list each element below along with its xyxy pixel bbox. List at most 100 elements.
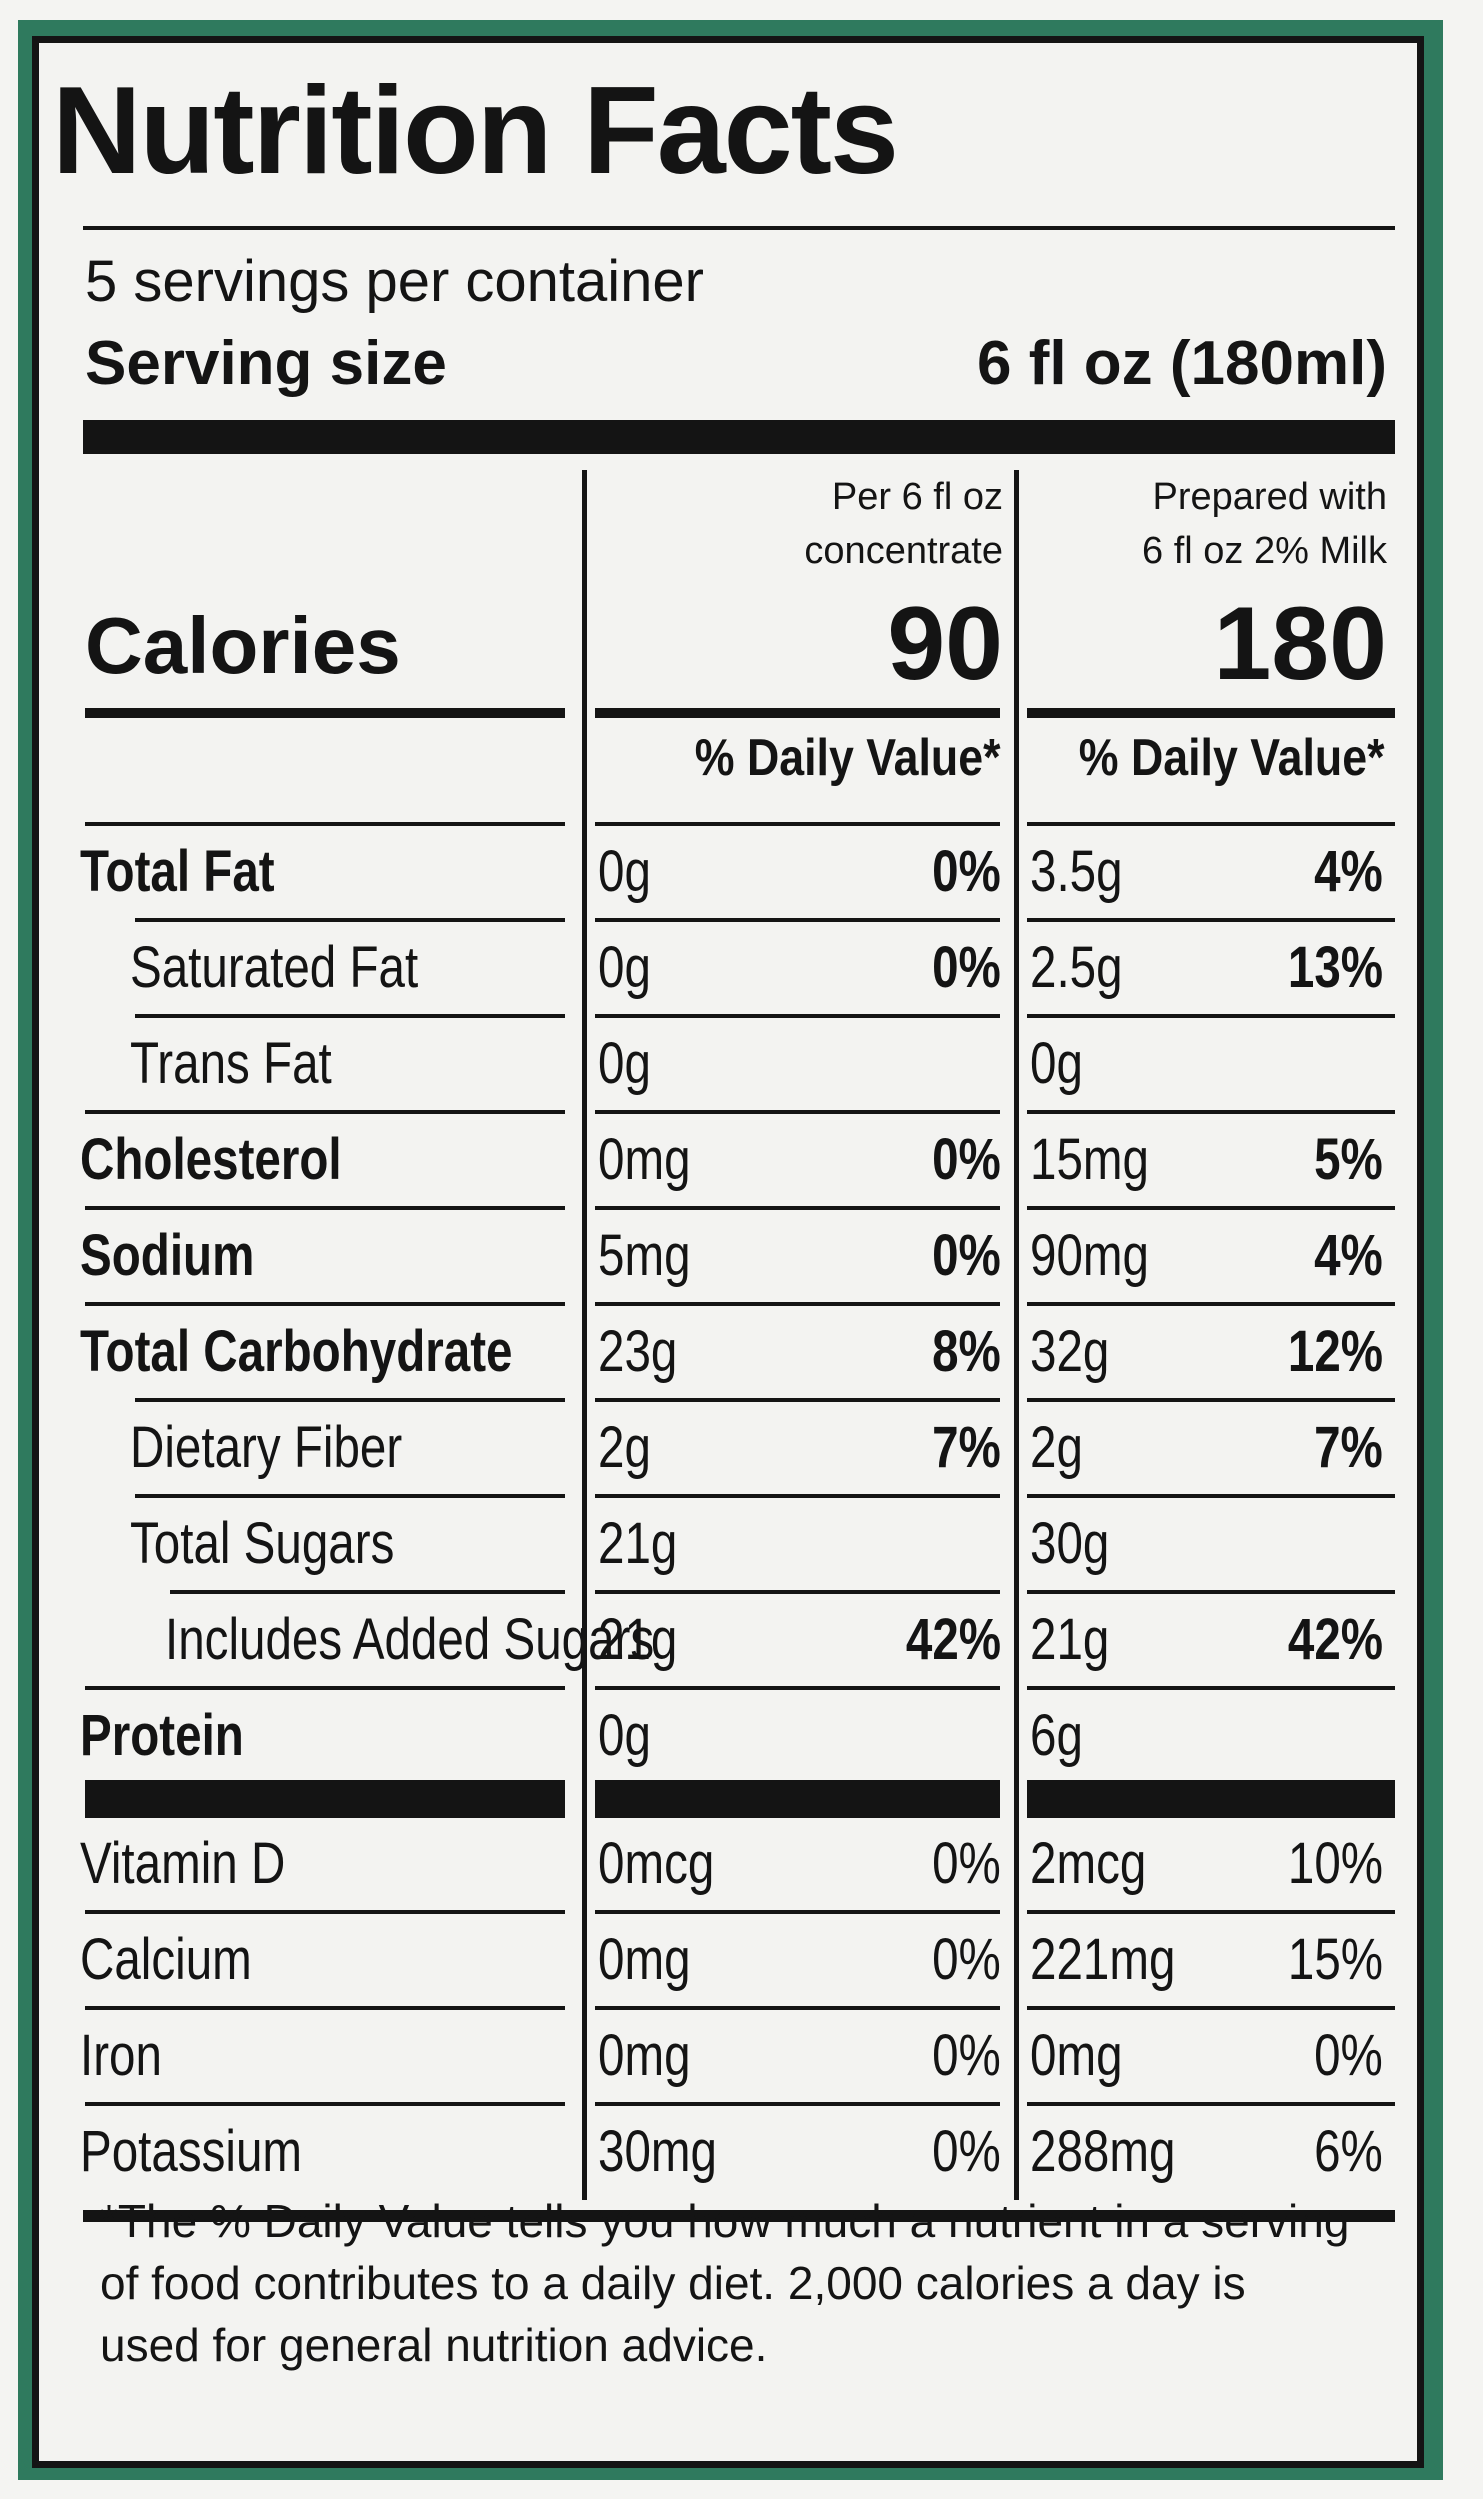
row-rule-label [85, 2102, 565, 2106]
title-rule [83, 226, 1395, 230]
row-rule-col1 [595, 918, 1000, 922]
row-rule-label [135, 918, 565, 922]
column-header-line2: 6 fl oz 2% Milk [1142, 530, 1387, 572]
percent-concentrate: 0% [932, 1927, 1001, 1992]
row-rule-label [85, 1206, 565, 1210]
percent-concentrate: 0% [932, 1223, 1001, 1288]
vitamin-divider-bar-label [85, 1780, 565, 1814]
row-rule-col1 [595, 822, 1000, 826]
row-rule-col1 [595, 1494, 1000, 1498]
daily-value-footnote: *The % Daily Value tells you how much a … [100, 2195, 1350, 2371]
amount-concentrate: 30mg [598, 2119, 717, 2184]
amount-prepared: 2.5g [1030, 935, 1123, 1000]
percent-prepared: 15% [1287, 1927, 1383, 1992]
amount-concentrate: 0g [598, 935, 651, 1000]
row-rule-col2 [1027, 2102, 1395, 2106]
nutrient-label: Saturated Fat [130, 935, 419, 1000]
amount-concentrate: 0g [598, 1031, 651, 1096]
amount-concentrate: 21g [598, 1511, 678, 1576]
daily-value-header-concentrate: % Daily Value* [695, 729, 1001, 787]
nutrient-label: Iron [80, 2023, 162, 2088]
row-rule-col1 [595, 1110, 1000, 1114]
amount-prepared: 0g [1030, 1031, 1083, 1096]
percent-prepared: 12% [1287, 1319, 1383, 1384]
percent-prepared: 42% [1287, 1607, 1383, 1672]
row-rule-col1 [595, 1302, 1000, 1306]
nutrient-label: Total Fat [80, 839, 275, 904]
percent-concentrate: 0% [932, 1127, 1001, 1192]
amount-prepared: 221mg [1030, 1927, 1176, 1992]
row-rule-col2 [1027, 1910, 1395, 1914]
daily-value-header-prepared: % Daily Value* [1079, 729, 1385, 787]
amount-concentrate: 0g [598, 839, 651, 904]
row-rule-col2 [1027, 918, 1395, 922]
amount-concentrate: 2g [598, 1415, 651, 1480]
table-bottom-rule [83, 2210, 1395, 2222]
row-rule-label [85, 1686, 565, 1690]
amount-prepared: 15mg [1030, 1127, 1149, 1192]
percent-concentrate: 0% [932, 935, 1001, 1000]
calories-rule-label [85, 708, 565, 718]
nutrient-label: Trans Fat [130, 1031, 332, 1096]
amount-concentrate: 5mg [598, 1223, 691, 1288]
percent-prepared: 4% [1314, 1223, 1383, 1288]
amount-prepared: 90mg [1030, 1223, 1149, 1288]
percent-prepared: 7% [1314, 1415, 1383, 1480]
percent-prepared: 5% [1314, 1127, 1383, 1192]
row-rule-col2 [1027, 1686, 1395, 1690]
row-rule-col1 [595, 1814, 1000, 1818]
amount-prepared: 32g [1030, 1319, 1110, 1384]
amount-prepared: 21g [1030, 1607, 1110, 1672]
row-rule-col1 [595, 2102, 1000, 2106]
nutrient-label: Sodium [80, 1223, 255, 1288]
row-rule-label [85, 2006, 565, 2010]
row-rule-col2 [1027, 1014, 1395, 1018]
amount-concentrate: 0mg [598, 1127, 691, 1192]
amount-concentrate: 0mg [598, 1927, 691, 1992]
row-rule-col2 [1027, 1590, 1395, 1594]
amount-prepared: 2mcg [1030, 1831, 1147, 1896]
row-rule-label [135, 1014, 565, 1018]
percent-concentrate: 0% [932, 2023, 1001, 2088]
column-header-line1: Prepared with [1152, 476, 1387, 518]
calories-rule-col1 [595, 708, 1000, 718]
nutrient-label: Cholesterol [80, 1127, 342, 1192]
row-rule-label [85, 1302, 565, 1306]
percent-prepared: 13% [1287, 935, 1383, 1000]
percent-concentrate: 0% [932, 839, 1001, 904]
amount-concentrate: 0g [598, 1703, 651, 1768]
row-rule-col2 [1027, 2006, 1395, 2010]
nutrient-label: Vitamin D [80, 1831, 286, 1896]
row-rule-label [85, 1110, 565, 1114]
nutrient-label: Total Carbohydrate [80, 1319, 513, 1384]
calories-value-concentrate: 90 [887, 586, 1003, 702]
percent-concentrate: 42% [905, 1607, 1001, 1672]
serving-divider-bar [83, 420, 1395, 454]
column-divider-1 [582, 470, 587, 2200]
row-rule-col1 [595, 2006, 1000, 2010]
amount-concentrate: 0mcg [598, 1831, 715, 1896]
amount-prepared: 30g [1030, 1511, 1110, 1576]
amount-prepared: 0mg [1030, 2023, 1123, 2088]
row-rule-col2 [1027, 1814, 1395, 1818]
nutrient-label: Total Sugars [130, 1511, 395, 1576]
column-header-concentrate: Per 6 fl oz concentrate [583, 470, 1003, 578]
servings-per-container: 5 servings per container [85, 249, 704, 314]
row-rule-label [85, 822, 565, 826]
percent-concentrate: 7% [932, 1415, 1001, 1480]
row-rule-label [85, 1814, 565, 1818]
vitamin-divider-bar-col1 [595, 1780, 1000, 1814]
column-header-prepared: Prepared with 6 fl oz 2% Milk [967, 470, 1387, 578]
percent-prepared: 6% [1314, 2119, 1383, 2184]
calories-label: Calories [85, 601, 401, 690]
percent-prepared: 4% [1314, 839, 1383, 904]
percent-concentrate: 8% [932, 1319, 1001, 1384]
row-rule-label [135, 1398, 565, 1402]
row-rule-col2 [1027, 1494, 1395, 1498]
row-rule-col1 [595, 1686, 1000, 1690]
nutrient-label: Potassium [80, 2119, 303, 2184]
vitamin-divider-bar-col2 [1027, 1780, 1395, 1814]
calories-rule-col2 [1027, 708, 1395, 718]
calories-value-prepared: 180 [1213, 586, 1387, 702]
amount-prepared: 3.5g [1030, 839, 1123, 904]
